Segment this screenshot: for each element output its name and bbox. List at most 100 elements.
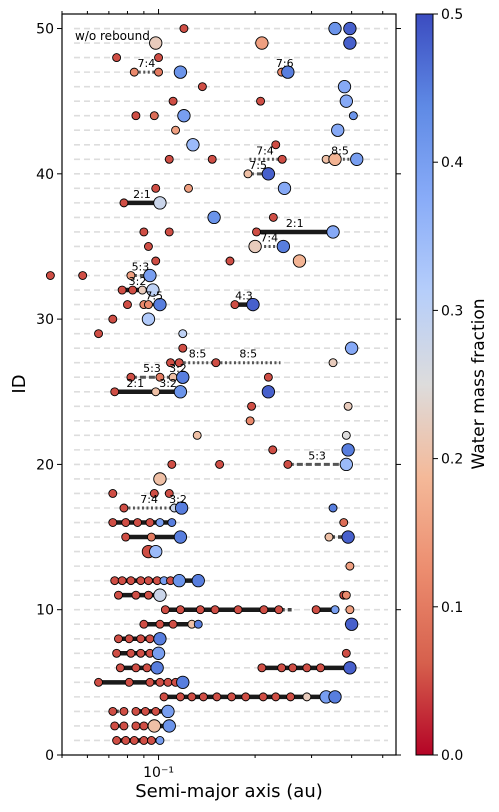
- resonance-label: 2:1: [286, 217, 304, 230]
- planet-point: [140, 706, 150, 716]
- planet-point: [119, 706, 129, 716]
- planet-point: [141, 312, 156, 326]
- planet-point: [139, 227, 149, 237]
- planet-point: [350, 152, 364, 166]
- planet-point: [345, 605, 355, 615]
- planet-point: [126, 271, 136, 280]
- planet-point: [255, 36, 269, 50]
- planet-point: [121, 532, 131, 542]
- planet-point: [343, 36, 357, 50]
- planet-point: [195, 605, 205, 615]
- resonance-label: 7:5: [249, 159, 267, 172]
- planet-point: [136, 648, 146, 658]
- planet-point: [192, 430, 202, 440]
- planet-point: [149, 489, 159, 498]
- planet-point: [343, 661, 357, 675]
- planet-point: [155, 677, 165, 687]
- planet-point: [173, 385, 188, 399]
- planet-point: [256, 96, 266, 106]
- planet-point: [176, 675, 190, 690]
- planet-point: [339, 457, 353, 472]
- planet-point: [131, 590, 141, 600]
- planet-point: [341, 648, 351, 658]
- colorbar-label: Water mass fraction: [469, 298, 489, 469]
- planet-point: [124, 634, 134, 644]
- planet-point: [146, 283, 160, 297]
- planet-point: [174, 501, 189, 515]
- planet-point: [263, 372, 273, 382]
- planet-point: [271, 692, 281, 702]
- planet-point: [207, 210, 221, 225]
- planet-point: [186, 138, 200, 152]
- planet-point: [252, 227, 261, 237]
- planet-point: [343, 21, 357, 36]
- planet-point: [159, 692, 169, 702]
- planet-point: [108, 706, 118, 716]
- planet-point: [164, 154, 174, 164]
- planet-point: [167, 518, 177, 527]
- planet-point: [328, 358, 338, 368]
- planet-point: [341, 443, 355, 457]
- colorbar-tick-label: 0.4: [441, 155, 463, 171]
- planet-point: [241, 692, 251, 702]
- planet-point: [198, 692, 208, 702]
- planet-point: [311, 605, 321, 615]
- planet-point: [153, 297, 167, 312]
- planet-point: [123, 300, 132, 310]
- planet-point: [230, 300, 240, 310]
- planet-point: [126, 372, 136, 382]
- planet-point: [128, 285, 138, 295]
- planet-point: [326, 225, 340, 239]
- planet-point: [150, 661, 164, 675]
- resonance-label: 7:4: [140, 493, 158, 506]
- planet-point: [153, 196, 167, 210]
- planet-point: [108, 518, 118, 527]
- planet-point: [145, 677, 155, 687]
- planet-point: [268, 445, 278, 455]
- planet-point: [139, 721, 149, 731]
- planet-point: [110, 387, 120, 397]
- planet-point: [197, 82, 207, 92]
- planet-point: [168, 619, 178, 629]
- planet-point: [245, 416, 255, 426]
- planet-point: [345, 561, 355, 571]
- planet-point: [173, 530, 188, 544]
- y-tick-label: 30: [36, 312, 54, 328]
- planet-point: [328, 690, 342, 704]
- colorbar-tick-label: 0.1: [441, 600, 463, 616]
- planet-point: [210, 605, 220, 615]
- planet-point: [151, 387, 161, 397]
- planet-point: [271, 140, 281, 150]
- resonance-label: 8:5: [239, 348, 257, 361]
- planet-point: [233, 605, 243, 615]
- resonance-label: 7:6: [276, 57, 294, 70]
- planet-point: [108, 489, 118, 498]
- resonance-label: 2:1: [126, 377, 144, 390]
- planet-point: [136, 576, 146, 586]
- planet-point: [112, 736, 122, 745]
- x-axis-label: Semi-major axis (au): [135, 781, 323, 802]
- planet-point: [108, 314, 118, 324]
- planet-point: [119, 503, 129, 513]
- planet-point: [261, 167, 276, 181]
- planet-point: [160, 605, 170, 615]
- planet-point: [174, 358, 184, 368]
- planet-point: [110, 721, 120, 731]
- x-tick-label: 10⁻¹: [143, 765, 174, 781]
- planet-point: [121, 736, 131, 745]
- colorbar-ticks: 0.0 0.1 0.2 0.3 0.4 0.5: [433, 7, 463, 764]
- planet-point: [176, 370, 190, 384]
- colorbar-tick-label: 0.3: [441, 303, 463, 319]
- planet-point: [162, 719, 176, 733]
- planet-point: [178, 343, 188, 353]
- planet-point: [177, 109, 191, 123]
- planet-point: [339, 94, 353, 108]
- planet-point: [145, 518, 155, 527]
- planet-point: [78, 271, 88, 280]
- planet-point: [316, 663, 326, 673]
- planet-point: [341, 530, 355, 544]
- planet-point: [126, 648, 136, 658]
- planet-point: [286, 692, 296, 702]
- planet-point: [337, 79, 352, 94]
- planet-point: [131, 706, 141, 716]
